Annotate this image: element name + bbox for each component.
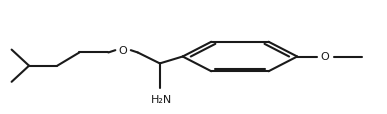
Text: O: O	[119, 45, 127, 55]
Text: O: O	[321, 52, 329, 61]
Text: H₂N: H₂N	[151, 94, 172, 104]
